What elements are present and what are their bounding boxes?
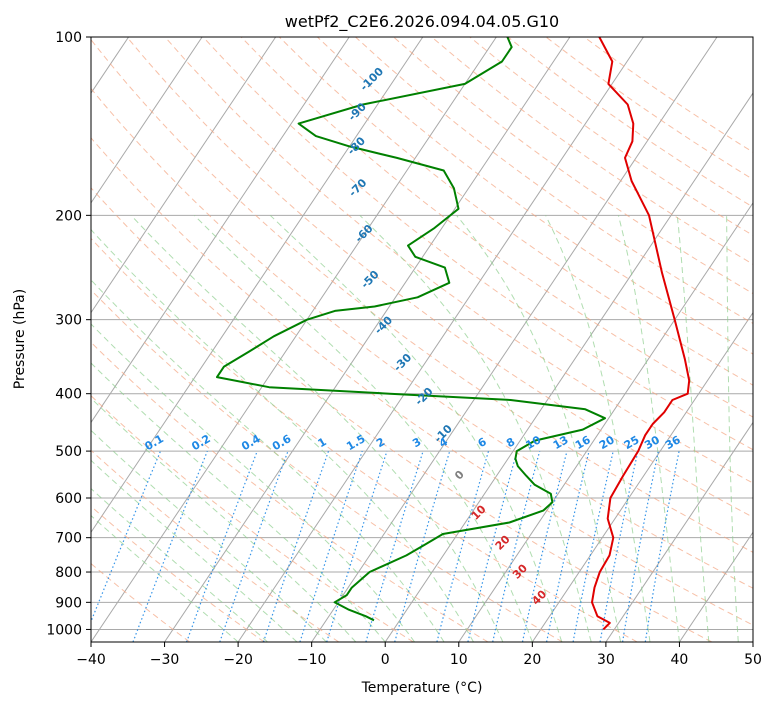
dry-adiabat-line xyxy=(91,237,638,642)
dry-adiabat-line xyxy=(317,37,753,355)
mixing-ratio-line xyxy=(436,450,490,642)
moist-adiabat-line xyxy=(91,429,327,642)
mixing-ratio-line xyxy=(219,450,289,642)
dry-adiabat-line xyxy=(91,341,489,642)
y-tick-label: 800 xyxy=(55,565,82,581)
x-axis-ticks: −40 −30 −20 −10 0 10 20 30 40 50 xyxy=(76,642,762,668)
isotherm-grid xyxy=(91,37,753,642)
moist-adiabat-line xyxy=(545,215,651,642)
x-tick-label: −20 xyxy=(223,652,253,668)
moist-adiabat-line xyxy=(269,214,563,642)
mixing-ratio-line xyxy=(299,450,363,642)
x-axis-label: Temperature (°C) xyxy=(361,680,483,696)
dry-adiabat-line xyxy=(91,137,753,626)
mixing-ratio-line xyxy=(132,450,208,642)
y-tick-label: 400 xyxy=(55,387,82,403)
mixing-ratio-lines xyxy=(91,450,680,642)
dry-adiabat-line xyxy=(91,505,265,642)
isotherm-line xyxy=(605,421,753,642)
x-tick-label: 30 xyxy=(597,652,615,668)
moist-adiabat-line xyxy=(91,459,298,642)
x-tick-label: −30 xyxy=(150,652,180,668)
y-tick-label: 700 xyxy=(55,531,82,547)
y-tick-label: 900 xyxy=(55,595,82,611)
moist-adiabat-line xyxy=(91,487,268,642)
isotherm-line xyxy=(679,531,753,642)
x-tick-label: −10 xyxy=(297,652,327,668)
isotherm-line xyxy=(384,92,753,642)
y-tick-label: 200 xyxy=(55,208,82,224)
mixing-ratio-line xyxy=(492,450,541,642)
moist-adiabat-line xyxy=(676,215,710,642)
x-tick-label: 50 xyxy=(744,652,762,668)
isotherm-line xyxy=(311,37,718,642)
isotherm-line xyxy=(91,37,424,534)
y-tick-label: 100 xyxy=(55,30,82,46)
moist-adiabats xyxy=(91,214,739,642)
profile-series xyxy=(216,37,691,631)
y-tick-label: 500 xyxy=(55,444,82,460)
mixing-ratio-line xyxy=(186,450,258,642)
moist-adiabat-line xyxy=(359,214,592,642)
moist-adiabat-line xyxy=(91,323,416,642)
mixing-ratio-line xyxy=(467,450,518,642)
y-axis-label: Pressure (hPa) xyxy=(12,289,28,389)
moist-adiabat-line xyxy=(91,279,445,642)
mixing-ratio-line xyxy=(521,450,568,642)
x-tick-label: 0 xyxy=(381,652,390,668)
y-axis-ticks: 100 200 300 400 500 600 700 800 900 1000 xyxy=(46,30,91,638)
temperature-profile-line xyxy=(591,37,691,631)
isotherm-line xyxy=(458,201,753,642)
moist-adiabat-line xyxy=(91,228,474,642)
dry-adiabats xyxy=(91,37,753,642)
isotherm-line xyxy=(237,37,644,642)
x-tick-label: −40 xyxy=(76,652,106,668)
y-tick-label: 600 xyxy=(55,491,82,507)
mixing-ratio-line xyxy=(262,450,330,642)
moist-adiabat-line xyxy=(193,214,533,642)
isotherm-line xyxy=(91,37,203,204)
dewpoint-profile-line xyxy=(216,37,606,622)
mixing-ratio-line xyxy=(91,450,162,624)
chart-title: wetPf2_C2E6.2026.094.04.05.G10 xyxy=(285,12,559,32)
isotherm-line xyxy=(531,311,753,642)
moist-adiabat-line xyxy=(617,215,680,642)
dry-adiabat-line xyxy=(91,38,753,553)
plot-area xyxy=(91,37,753,642)
dry-adiabat-line xyxy=(91,187,713,642)
mixing-ratio-line xyxy=(394,450,451,642)
x-tick-label: 10 xyxy=(450,652,468,668)
dry-adiabat-line xyxy=(278,37,753,386)
dry-adiabat-line xyxy=(91,87,753,589)
y-tick-label: 300 xyxy=(55,313,82,329)
isotherm-line xyxy=(91,37,497,642)
plot-frame xyxy=(90,36,754,643)
dry-adiabat-line xyxy=(91,289,563,642)
isotherm-line xyxy=(91,37,277,314)
x-tick-label: 20 xyxy=(523,652,541,668)
moist-adiabat-line xyxy=(91,397,357,642)
y-tick-label: 1000 xyxy=(46,622,82,638)
isotherm-line xyxy=(164,37,571,642)
moist-adiabat-line xyxy=(726,215,739,642)
moist-adiabat-line xyxy=(456,214,622,642)
dry-adiabat-line xyxy=(240,37,753,418)
dry-adiabat-line xyxy=(126,37,753,518)
mixing-ratio-line xyxy=(326,450,388,642)
mixing-ratio-line xyxy=(546,450,590,642)
x-tick-label: 40 xyxy=(671,652,689,668)
isotherm-line xyxy=(91,37,350,424)
moist-adiabat-line xyxy=(130,214,504,642)
